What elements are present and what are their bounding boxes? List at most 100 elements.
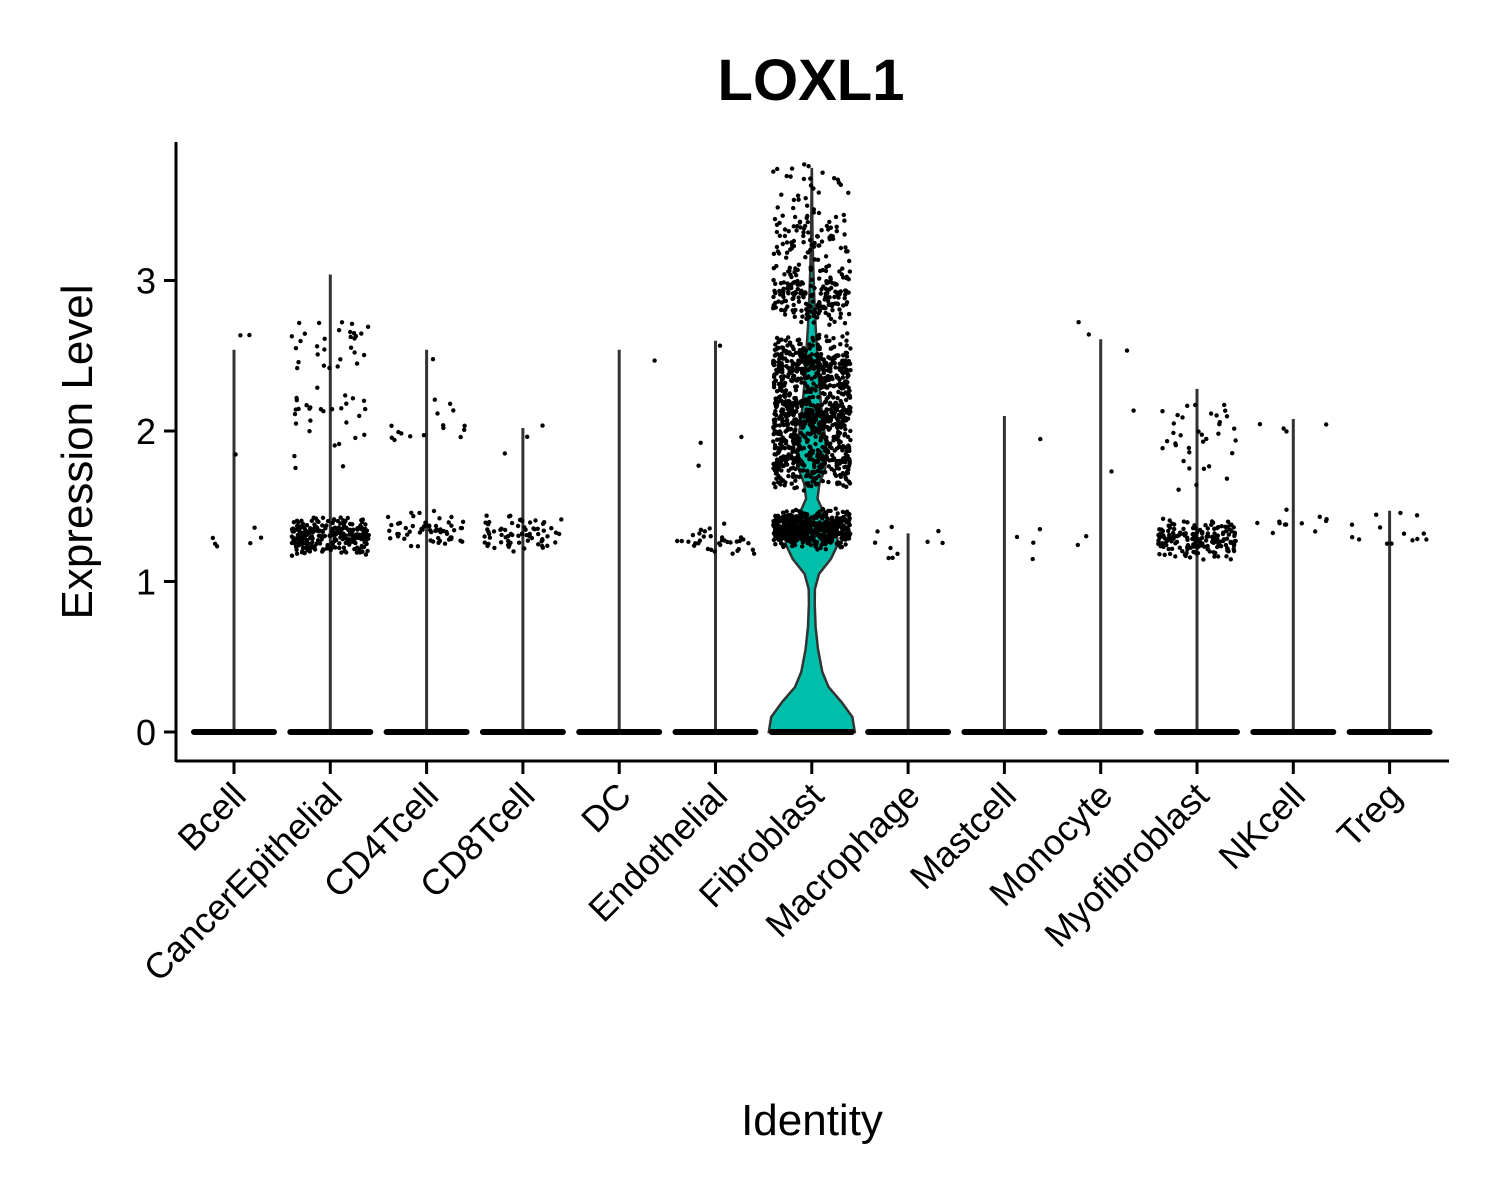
data-point <box>784 462 790 467</box>
data-point <box>1277 521 1282 526</box>
data-point <box>428 528 433 533</box>
data-point <box>782 272 787 277</box>
data-point <box>801 514 806 519</box>
data-point <box>824 454 829 459</box>
data-point <box>344 401 349 406</box>
data-point <box>782 383 787 388</box>
data-point <box>832 383 837 389</box>
data-point <box>1173 443 1179 448</box>
data-point <box>801 433 806 438</box>
data-point <box>777 220 782 226</box>
data-point <box>836 420 841 425</box>
data-point <box>436 535 441 541</box>
data-point <box>813 441 818 447</box>
data-point <box>299 550 305 555</box>
data-point <box>840 407 846 413</box>
data-point <box>823 294 828 300</box>
data-point <box>1377 525 1383 530</box>
data-point <box>826 479 831 485</box>
data-point <box>808 283 814 289</box>
data-point <box>717 343 723 348</box>
data-point <box>848 428 853 434</box>
data-point <box>811 207 817 212</box>
data-point <box>316 320 322 326</box>
data-point <box>363 522 368 527</box>
data-point <box>814 373 819 378</box>
data-point <box>778 441 783 447</box>
data-point <box>1317 514 1323 519</box>
data-point <box>1323 518 1329 524</box>
data-point <box>333 530 338 535</box>
data-point <box>437 516 442 521</box>
data-point <box>793 507 799 513</box>
data-point <box>840 375 846 380</box>
data-point <box>350 396 356 401</box>
data-point <box>433 523 439 529</box>
data-point <box>812 464 817 470</box>
data-point <box>805 219 810 225</box>
data-point <box>838 311 843 316</box>
data-point <box>830 376 835 382</box>
data-point <box>833 506 838 511</box>
data-point <box>777 475 783 481</box>
data-point <box>339 535 344 540</box>
data-point <box>1225 546 1230 551</box>
data-point <box>417 510 422 516</box>
data-point <box>540 521 546 526</box>
data-point <box>553 540 558 545</box>
data-point <box>791 197 797 203</box>
data-point <box>807 444 812 449</box>
data-point <box>809 265 814 271</box>
data-point <box>784 509 789 514</box>
data-point <box>834 290 840 296</box>
data-point <box>1159 532 1164 538</box>
data-point <box>405 532 410 537</box>
data-point <box>789 246 795 251</box>
data-point <box>781 521 787 526</box>
data-point <box>779 307 784 313</box>
data-point <box>796 295 801 300</box>
data-point <box>827 458 832 463</box>
data-point <box>816 210 822 216</box>
data-point <box>831 434 836 440</box>
data-point <box>793 266 798 271</box>
data-point <box>829 301 835 307</box>
data-point <box>527 534 532 539</box>
zero-points-band <box>479 729 566 735</box>
x-tick-label: Treg <box>1329 775 1409 855</box>
data-point <box>519 531 525 536</box>
data-point <box>293 544 299 549</box>
data-point <box>339 406 344 411</box>
data-point <box>813 434 818 439</box>
data-point <box>750 547 755 552</box>
data-point <box>809 293 814 298</box>
data-point <box>350 522 355 527</box>
data-point <box>771 277 776 283</box>
data-point <box>485 543 490 549</box>
data-point <box>800 412 805 417</box>
data-point <box>820 170 825 175</box>
data-point <box>815 524 820 529</box>
data-point <box>815 302 821 307</box>
data-point <box>430 357 436 362</box>
data-point <box>782 227 788 232</box>
data-point <box>783 338 788 343</box>
data-point <box>1171 421 1177 426</box>
data-point <box>527 520 533 525</box>
data-point <box>293 407 298 412</box>
data-point <box>1201 466 1207 471</box>
data-point <box>1186 445 1192 451</box>
data-point <box>789 166 795 171</box>
data-point <box>771 385 777 390</box>
data-point <box>294 551 300 556</box>
data-point <box>451 528 457 533</box>
data-point <box>817 332 822 338</box>
data-point <box>803 348 809 353</box>
data-point <box>804 307 809 312</box>
data-point <box>780 363 785 369</box>
data-point <box>327 533 332 538</box>
data-point <box>787 265 792 270</box>
data-point <box>844 509 850 514</box>
data-point <box>794 474 799 479</box>
data-point <box>817 430 822 436</box>
